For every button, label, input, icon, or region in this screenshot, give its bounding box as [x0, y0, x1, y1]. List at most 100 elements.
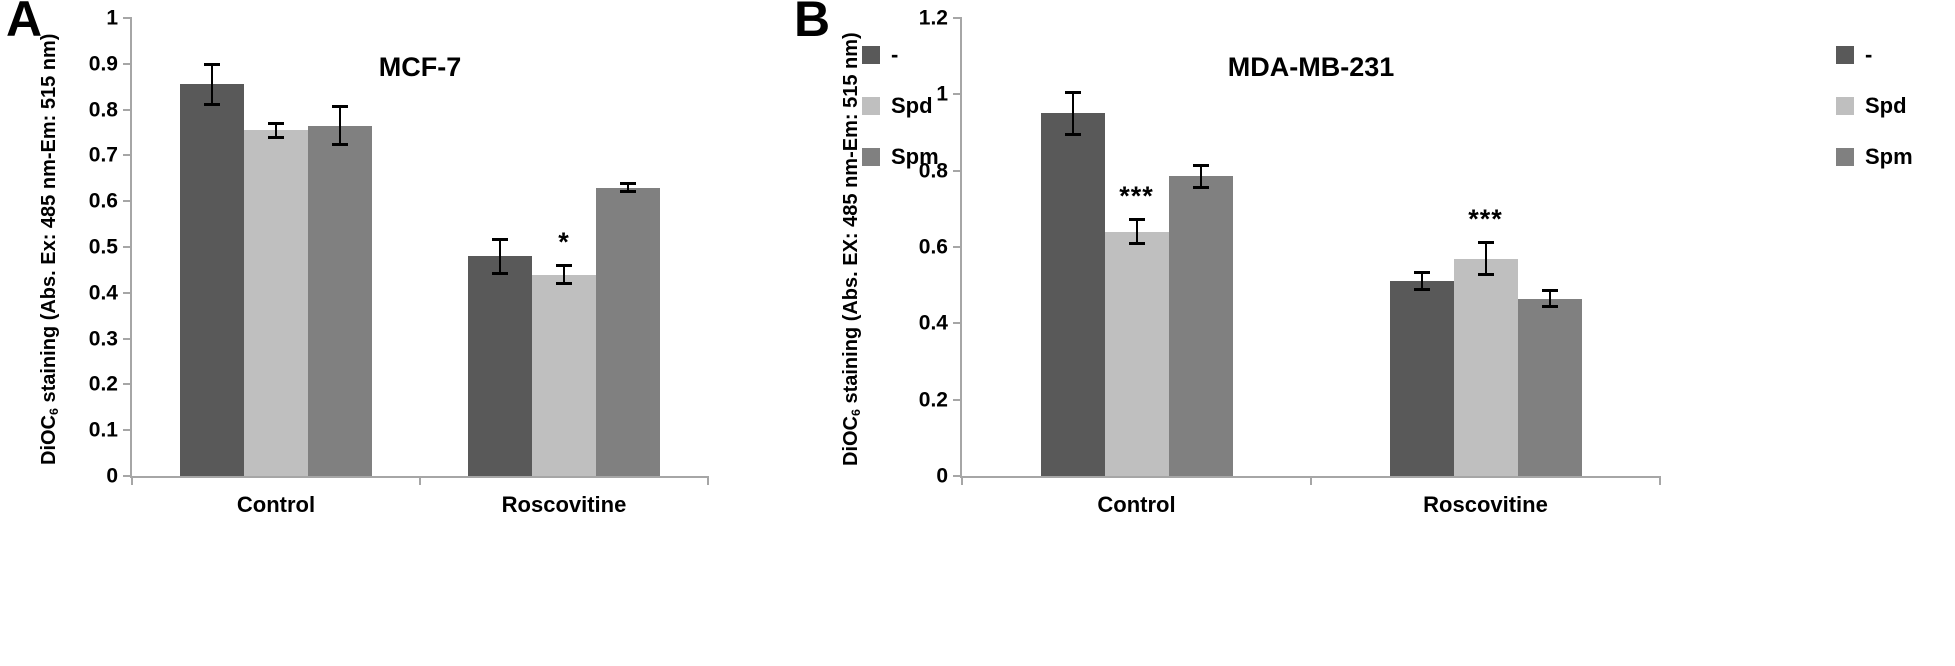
error-bar-cap-top: [1413, 271, 1430, 275]
error-bar: [620, 182, 636, 193]
error-bar-cap-bottom: [1192, 185, 1209, 189]
y-tick-mark: [123, 291, 132, 294]
chart-title-a: MCF-7: [378, 52, 462, 82]
y-axis-label-subscript: 6: [47, 407, 61, 415]
y-tick-label: 0.7: [88, 143, 118, 167]
x-tick-mark: [961, 476, 963, 485]
bar-group-roscovitine: ***: [1311, 204, 1660, 476]
error-bar-line: [1420, 271, 1423, 292]
error-bar-line: [627, 182, 629, 193]
significance-star: *: [558, 227, 570, 258]
y-tick-mark: [123, 62, 132, 65]
error-bar-line: [1484, 240, 1487, 276]
panel-letter-b: B: [794, 0, 831, 47]
y-tick-label: 0.6: [88, 189, 118, 213]
legend-label-untreated: -: [891, 42, 899, 67]
y-tick-label: 0.1: [88, 418, 118, 442]
error-bar: [1128, 218, 1145, 245]
legend-label-spm: Spm: [1865, 144, 1913, 169]
error-bar: [1192, 164, 1209, 189]
legend-b: - Spd Spm: [1836, 44, 1913, 197]
x-category-label: Roscovitine: [501, 492, 627, 517]
bar-roscovitine-untreated: [1389, 271, 1454, 476]
legend-item-spm: Spm: [862, 146, 939, 168]
error-bar-cap-top: [556, 264, 572, 268]
y-tick-mark: [953, 475, 962, 477]
error-bar-line: [1135, 218, 1138, 245]
y-tick-label: 0.8: [918, 159, 948, 183]
y-axis-label-b: DiOC6 staining (Abs. EX: 485 nm-Em: 515 …: [840, 16, 863, 482]
legend-swatch-spm: [862, 148, 880, 166]
error-bar-cap-bottom: [620, 190, 636, 193]
error-bar-cap-bottom: [492, 271, 508, 275]
legend-label-untreated: -: [1865, 42, 1873, 67]
error-bar-cap-bottom: [332, 143, 348, 147]
error-bar-cap-bottom: [1541, 305, 1558, 309]
error-bar-cap-bottom: [204, 103, 220, 106]
error-bar: [1477, 240, 1494, 276]
y-tick-mark: [953, 169, 962, 172]
legend-swatch-spd: [1836, 97, 1854, 115]
bar-control-spm: [308, 105, 372, 476]
plot-area-a: MCF-7 1 0.9 0.8 0.7 0.6 0.5 0.4 0.3 0.2 0.1 0 Contr…: [89, 8, 709, 517]
x-tick-mark: [1659, 476, 1661, 485]
legend-item-spd: Spd: [1836, 95, 1913, 117]
error-bar-cap-bottom: [268, 135, 284, 139]
error-bar-cap-bottom: [1128, 242, 1145, 245]
bar-group-control: [132, 62, 420, 476]
plot-area-b: MDA-MB-231 1.2 1 0.8 0.6 0.4 0.2 0 *** Control **…: [919, 8, 1661, 517]
error-bar-cap-top: [492, 237, 508, 241]
bar-roscovitine-spm: [1517, 288, 1582, 476]
error-bar-cap-top: [620, 182, 636, 185]
panel-b: B DiOC6 staining (Abs. EX: 485 nm-Em: 51…: [788, 0, 1955, 666]
y-tick-label: 0.2: [88, 372, 118, 396]
chart-title-b: MDA-MB-231: [1227, 52, 1395, 82]
bar-roscovitine-spd: *: [532, 227, 596, 476]
error-bar-line: [1071, 90, 1074, 137]
error-bar-cap-bottom: [556, 281, 572, 285]
error-bar-line: [275, 122, 277, 139]
bar-group-roscovitine: *: [420, 182, 708, 476]
y-tick-mark: [123, 108, 132, 111]
y-tick-label: 0.9: [88, 52, 118, 76]
legend-swatch-spd: [862, 97, 880, 115]
x-tick-mark: [707, 476, 709, 485]
error-bar-cap-top: [1192, 164, 1209, 168]
legend-label-spd: Spd: [1865, 93, 1907, 118]
error-bar: [204, 62, 220, 106]
y-tick-label: 0.6: [918, 235, 948, 259]
legend-a: - Spd Spm: [862, 44, 939, 197]
error-bar-cap-top: [1064, 90, 1081, 94]
y-tick-label: 0.2: [918, 388, 948, 412]
y-axis-label-a: DiOC6 staining (Abs. Ex: 485 nm-Em: 515 …: [38, 16, 61, 482]
y-axis-label-prefix: DiOC: [840, 415, 862, 466]
legend-swatch-spm: [1836, 148, 1854, 166]
panel-a: A DiOC6 staining (Abs. Ex: 485 nm-Em: 51…: [0, 0, 960, 666]
y-tick-mark: [953, 398, 962, 401]
error-bar: [556, 264, 572, 285]
y-tick-label: 0: [936, 464, 948, 488]
error-bar: [332, 105, 348, 147]
y-tick-label: 1: [106, 6, 118, 30]
y-axis-label-rest: staining (Abs. EX: 485 nm-Em: 515 nm): [840, 32, 862, 409]
error-bar-line: [563, 264, 565, 285]
y-tick-mark: [953, 93, 962, 96]
y-tick-mark: [123, 154, 132, 157]
legend-item-spm: Spm: [1836, 146, 1913, 168]
y-tick-label: 0.8: [88, 98, 118, 122]
error-bar: [1064, 90, 1081, 137]
error-bar: [492, 237, 508, 275]
y-tick-mark: [123, 475, 132, 477]
legend-swatch-untreated: [1836, 46, 1854, 64]
error-bar-cap-top: [268, 122, 284, 126]
y-tick-label: 0.4: [88, 281, 118, 305]
y-tick-label: 1: [936, 82, 948, 106]
y-tick-mark: [123, 429, 132, 432]
error-bar-line: [1548, 288, 1551, 309]
bar-control-spd: ***: [1104, 181, 1169, 476]
bar-roscovitine-spd: ***: [1453, 204, 1518, 476]
y-tick-label: 0: [106, 464, 118, 488]
error-bar-line: [211, 62, 213, 106]
error-bar-cap-bottom: [1064, 133, 1081, 137]
y-tick-mark: [953, 246, 962, 248]
